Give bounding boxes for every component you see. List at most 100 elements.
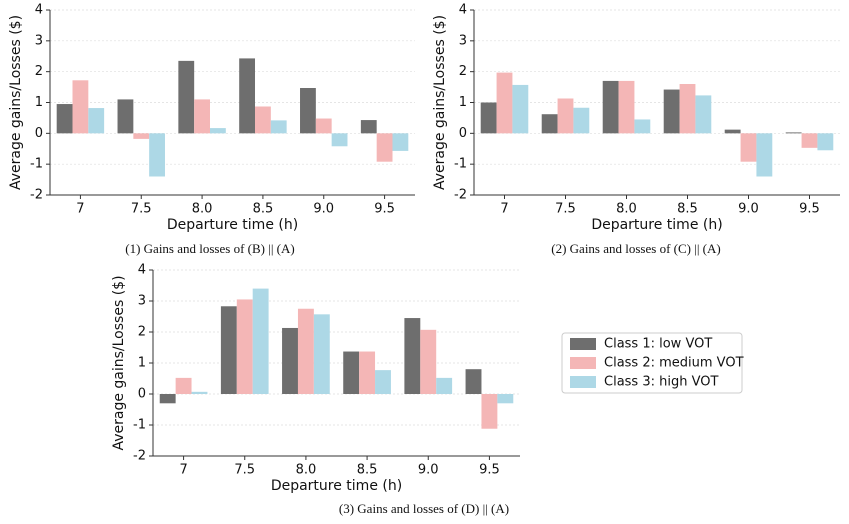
bar (512, 84, 529, 134)
x-tick-label: 9.5 (799, 202, 820, 217)
legend-label: Class 3: high VOT (604, 375, 718, 390)
x-tick-label: 7 (76, 202, 84, 217)
x-tick-label: 8.0 (616, 202, 637, 217)
x-tick-label: 7.5 (131, 202, 152, 217)
x-axis-label: Departure time (h) (167, 217, 298, 233)
bar (252, 288, 269, 394)
y-axis-label: Average gains/Losses ($) (8, 15, 24, 190)
legend-swatch (570, 338, 596, 350)
bar (573, 107, 590, 134)
legend-swatch (570, 376, 596, 388)
bar (481, 394, 498, 429)
y-tick-label: 2 (35, 64, 43, 79)
bar (420, 329, 437, 394)
bar (817, 133, 834, 151)
y-tick-label: 3 (35, 33, 43, 48)
y-tick-label: 0 (459, 126, 467, 141)
y-tick-label: -1 (30, 157, 43, 172)
bar (270, 120, 287, 134)
caption: (3) Gains and losses of (D) || (A) (339, 501, 509, 516)
y-tick-label: 1 (459, 95, 467, 110)
x-tick-label: 9.0 (738, 202, 759, 217)
bar (313, 314, 330, 394)
bar (756, 133, 773, 177)
y-tick-label: 3 (459, 33, 467, 48)
legend-label: Class 1: low VOT (604, 337, 712, 352)
bar (209, 128, 226, 134)
y-tick-label: 2 (459, 64, 467, 79)
bar (376, 133, 393, 162)
y-tick-label: 4 (459, 3, 467, 18)
bar (239, 58, 256, 134)
bar (236, 299, 253, 394)
bar (56, 104, 73, 134)
bar (404, 318, 421, 394)
bar (133, 133, 150, 139)
legend-swatch (570, 357, 596, 369)
y-tick-label: -1 (454, 157, 467, 172)
y-tick-label: 1 (138, 356, 146, 371)
x-tick-label: 8.0 (192, 202, 213, 217)
bar (191, 391, 208, 394)
y-axis-label: Average gains/Losses ($) (432, 15, 448, 190)
bar (297, 308, 314, 394)
bar (436, 377, 453, 394)
x-tick-label: 8.5 (253, 202, 274, 217)
bar (602, 80, 619, 134)
y-tick-label: 4 (35, 3, 43, 18)
x-tick-label: 9.0 (313, 202, 334, 217)
legend-box (561, 332, 743, 394)
bar (88, 108, 105, 134)
y-tick-label: -2 (133, 449, 146, 464)
bar (159, 394, 176, 404)
y-axis-label: Average gains/Losses ($) (111, 275, 127, 450)
bar (255, 106, 271, 134)
y-tick-label: -1 (133, 418, 146, 433)
x-tick-label: 8.0 (296, 463, 317, 478)
x-tick-label: 9.5 (479, 463, 500, 478)
y-tick-label: 0 (138, 387, 146, 402)
bar (149, 133, 165, 177)
bar (282, 327, 298, 394)
bar (465, 369, 482, 394)
caption: (2) Gains and losses of (C) || (A) (551, 241, 720, 256)
bar (634, 119, 651, 134)
legend-label: Class 2: medium VOT (604, 356, 744, 371)
bar (331, 133, 348, 147)
x-tick-label: 7.5 (234, 463, 255, 478)
x-tick-label: 7 (179, 463, 187, 478)
y-tick-label: 3 (138, 294, 146, 309)
x-tick-label: 7.5 (555, 202, 576, 217)
bar (220, 306, 237, 394)
caption: (1) Gains and losses of (B) || (A) (125, 241, 294, 256)
bar (117, 99, 134, 134)
x-axis-label: Departure time (h) (591, 217, 722, 233)
bar (315, 118, 332, 134)
bar (359, 351, 376, 394)
bar (740, 133, 757, 162)
y-tick-label: 1 (35, 95, 43, 110)
bar (194, 99, 210, 134)
y-tick-label: -2 (454, 188, 467, 203)
bar (785, 132, 802, 134)
bar (557, 98, 574, 134)
bar (175, 377, 192, 394)
bar (72, 80, 89, 134)
bar (801, 133, 818, 148)
x-tick-label: 8.5 (357, 463, 378, 478)
y-tick-label: 4 (138, 263, 146, 278)
bar (695, 95, 712, 134)
x-tick-label: 9.5 (374, 202, 395, 217)
y-tick-label: -2 (30, 188, 43, 203)
bar (392, 133, 409, 151)
bar (663, 89, 680, 134)
bar (618, 80, 635, 134)
bar (497, 394, 514, 404)
bar (541, 114, 558, 134)
bar (480, 102, 497, 134)
bar (375, 370, 391, 394)
bar (724, 129, 741, 134)
y-tick-label: 2 (138, 325, 146, 340)
bar (178, 60, 195, 134)
